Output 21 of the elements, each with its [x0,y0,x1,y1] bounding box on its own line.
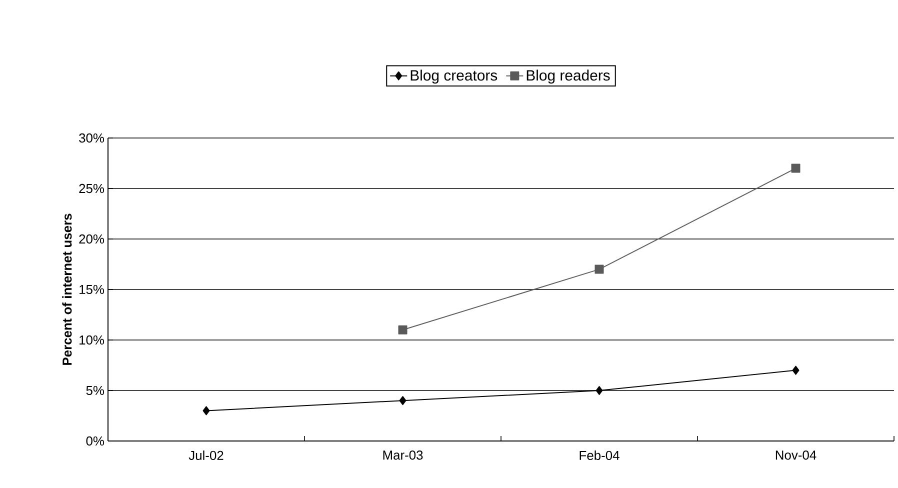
y-tick-label: 15% [80,284,104,294]
y-tick-label: 5% [86,386,104,396]
point [399,396,406,406]
x-tick-label: Mar-03 [383,450,423,460]
point [594,264,604,274]
y-tick-label: 0% [86,436,104,446]
y-tick-label: 20% [79,234,104,244]
x-tick-label: Jul-02 [188,450,224,460]
point [596,386,603,395]
y-tick-label: 10% [80,335,104,345]
y-tick-label: 25% [79,184,104,194]
point [398,325,408,334]
point [202,406,210,416]
legend-label: Blog readers [526,70,610,84]
y-axis-title: Percent of internet users [62,214,72,365]
x-tick-label: Nov-04 [776,450,816,460]
point [791,164,800,173]
y-tick-label: 30% [79,133,104,143]
x-tick-label: Feb-04 [580,450,620,460]
point [792,366,800,375]
legend-label: Blog creators [410,70,498,84]
